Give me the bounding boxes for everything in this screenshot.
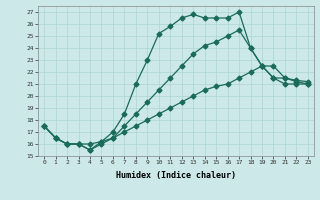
X-axis label: Humidex (Indice chaleur): Humidex (Indice chaleur) xyxy=(116,171,236,180)
